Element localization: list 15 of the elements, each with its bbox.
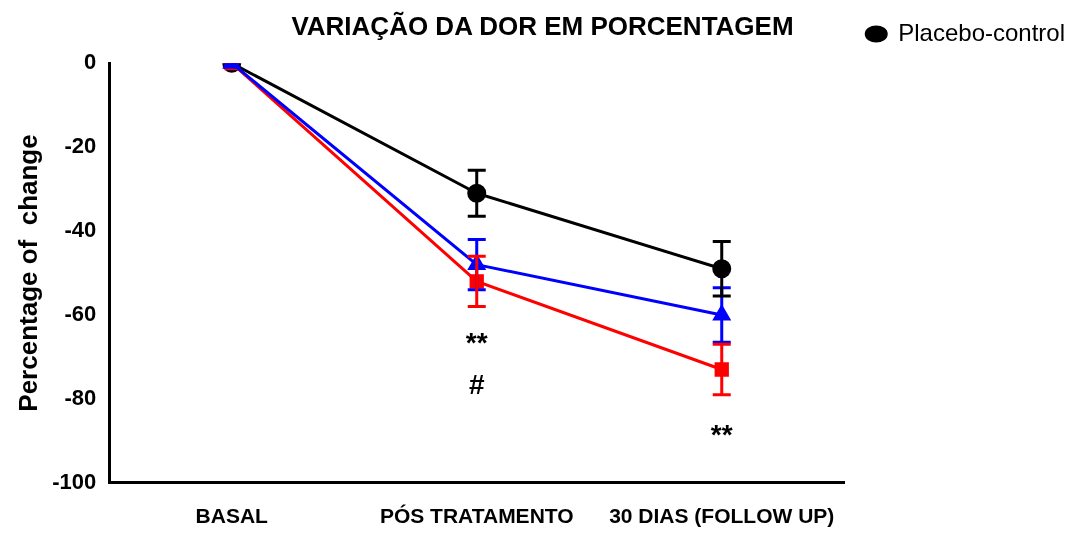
chart-title: VARIAÇÃO DA DOR EM PORCENTAGEM xyxy=(291,10,794,41)
annotation: ** xyxy=(465,327,488,359)
annotation: # xyxy=(468,369,485,401)
y-tick-label: -40 xyxy=(64,217,97,243)
legend-label: Placebo-control xyxy=(898,18,1066,46)
y-tick-label: -20 xyxy=(64,133,97,159)
y-axis-title: Percentage of change xyxy=(12,134,43,412)
y-tick-label: -60 xyxy=(64,301,97,327)
annotation: ** xyxy=(710,419,733,451)
x-tick-label: 30 DIAS (FOLLOW UP) xyxy=(609,504,835,528)
y-tick-label: 0 xyxy=(83,49,97,75)
x-tick-label: BASAL xyxy=(195,504,269,528)
y-tick-label: -80 xyxy=(64,384,97,410)
y-tick-label: -100 xyxy=(52,468,97,494)
x-tick-label: PÓS TRATAMENTO xyxy=(379,504,574,528)
